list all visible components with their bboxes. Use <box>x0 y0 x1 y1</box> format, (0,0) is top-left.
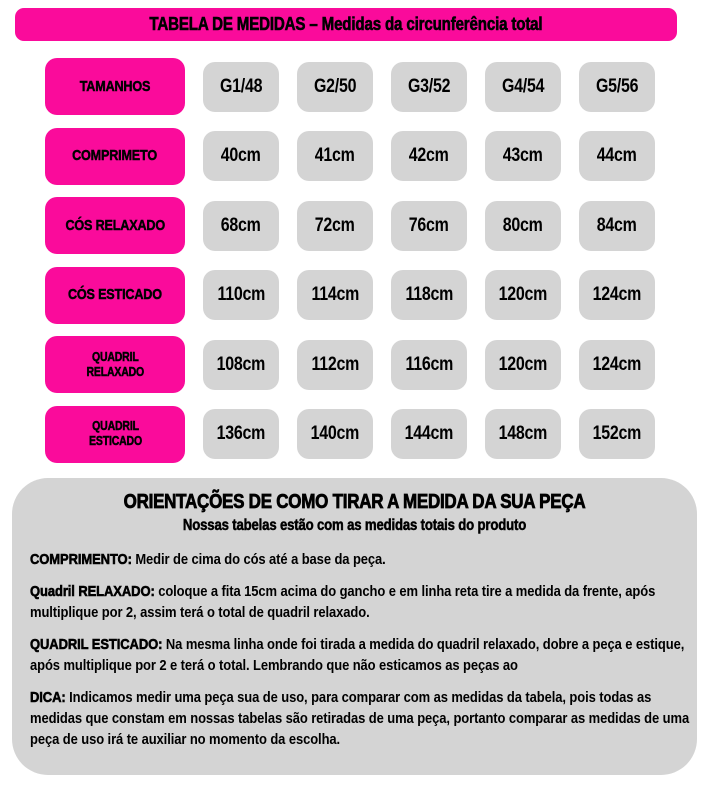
measurement-value: 112cm <box>311 353 359 375</box>
measurement-value: 152cm <box>592 423 642 445</box>
measurement-cell: 72cm <box>297 200 373 251</box>
measurement-cell: 116cm <box>391 339 467 390</box>
measurement-value: G5/56 <box>595 75 639 97</box>
paragraph-lead: COMPRIMENTO: <box>30 551 132 569</box>
paragraph-text: coloque a fita 15cm acima do gancho e em… <box>30 583 656 621</box>
row-label-cell: CÓS RELAXADO <box>45 197 185 255</box>
row-label-cell: COMPRIMETO <box>45 127 185 185</box>
measurement-value: 40cm <box>221 145 261 167</box>
row-label-cell: QUADRIL RELAXADO <box>45 336 185 394</box>
paragraph-lead: Quadril RELAXADO: <box>30 583 155 601</box>
orientation-paragraphs: COMPRIMENTO: Medir de cima do cós até a … <box>30 549 696 750</box>
table-row: QUADRIL RELAXADO 108cm 112cm 116cm 120cm 124c… <box>45 330 660 400</box>
measurement-value: 76cm <box>409 214 449 236</box>
page-title: TABELA DE MEDIDAS – Medidas da circunfer… <box>149 14 543 35</box>
measurement-value: 118cm <box>405 284 453 306</box>
measurement-value: 144cm <box>404 423 454 445</box>
row-label: QUADRIL RELAXADO <box>86 349 144 380</box>
measurement-cell: 76cm <box>391 200 467 251</box>
measurement-value: G2/50 <box>313 75 357 97</box>
measurement-value: 148cm <box>498 423 548 445</box>
measurement-value: 42cm <box>409 145 449 167</box>
measurement-value: 84cm <box>597 214 637 236</box>
table-row: CÓS ESTICADO 110cm 114cm 118cm 120cm 124cm <box>45 261 660 331</box>
row-label: CÓS ESTICADO <box>68 286 162 304</box>
measurement-cell: 43cm <box>485 131 561 182</box>
measurement-value: 43cm <box>503 145 543 167</box>
row-label: COMPRIMETO <box>72 147 158 165</box>
measurement-cell: 40cm <box>203 131 279 182</box>
measurement-cell: 136cm <box>203 409 279 460</box>
table-row: CÓS RELAXADO 68cm 72cm 76cm 80cm 84cm <box>45 191 660 261</box>
row-label-cell: QUADRIL ESTICADO <box>45 405 185 463</box>
measurement-value: G4/54 <box>501 75 545 97</box>
measurement-value: 136cm <box>216 423 266 445</box>
measurement-cell: 124cm <box>579 270 655 321</box>
paragraph-text: Medir de cima do cós até a base da peça. <box>131 551 386 568</box>
measurement-value: 124cm <box>592 284 642 306</box>
measurement-value: 108cm <box>216 353 266 375</box>
measurement-cell: 44cm <box>579 131 655 182</box>
measurement-cell: 152cm <box>579 409 655 460</box>
orientation-subtitle: Nossas tabelas estão com as medidas tota… <box>182 517 527 535</box>
measurement-cell: G4/54 <box>485 61 561 112</box>
measurement-value: 116cm <box>405 353 453 375</box>
measurement-value: 120cm <box>498 284 548 306</box>
table-row: COMPRIMETO 40cm 41cm 42cm 43cm 44cm <box>45 122 660 192</box>
page-title-banner: TABELA DE MEDIDAS – Medidas da circunfer… <box>15 8 677 41</box>
measurement-cell: 108cm <box>203 339 279 390</box>
measurement-cell: 41cm <box>297 131 373 182</box>
measurement-value: 68cm <box>221 214 261 236</box>
measurement-cell: G3/52 <box>391 61 467 112</box>
paragraph-text: Indicamos medir uma peça sua de uso, par… <box>30 689 690 748</box>
measurement-value: 80cm <box>503 214 543 236</box>
row-label-cell: TAMANHOS <box>45 58 185 116</box>
orientation-paragraph: QUADRIL ESTICADO: Na mesma linha onde fo… <box>30 634 696 676</box>
measurement-cell: 120cm <box>485 339 561 390</box>
measurement-value: 44cm <box>597 145 637 167</box>
measurement-value: 110cm <box>217 284 265 306</box>
measurement-value: 41cm <box>315 145 355 167</box>
orientation-paragraph: DICA: Indicamos medir uma peça sua de us… <box>30 687 696 750</box>
row-label-cell: CÓS ESTICADO <box>45 266 185 324</box>
paragraph-lead: QUADRIL ESTICADO: <box>30 636 163 654</box>
row-label: CÓS RELAXADO <box>65 216 165 235</box>
measurement-cell: 124cm <box>579 339 655 390</box>
measurement-table: TAMANHOS G1/48 G2/50 G3/52 G4/54 G5/56 COMPRIM… <box>45 52 660 469</box>
measurement-cell: G5/56 <box>579 61 655 112</box>
paragraph-text: Na mesma linha onde foi tirada a medida … <box>30 636 685 674</box>
measurement-value: 124cm <box>592 353 642 375</box>
measurement-cell: 144cm <box>391 409 467 460</box>
measurement-cell: 148cm <box>485 409 561 460</box>
table-row: TAMANHOS G1/48 G2/50 G3/52 G4/54 G5/56 <box>45 52 660 122</box>
measurement-cell: 112cm <box>297 339 373 390</box>
measurement-value: 120cm <box>498 353 548 375</box>
measurement-value: G1/48 <box>219 75 263 97</box>
measurement-value: 140cm <box>310 423 360 445</box>
measurement-cell: 120cm <box>485 270 561 321</box>
measurement-cell: 84cm <box>579 200 655 251</box>
measurement-value: 72cm <box>315 214 355 236</box>
measurement-cell: 114cm <box>297 270 373 321</box>
measurement-cell: G2/50 <box>297 61 373 112</box>
measurement-value: G3/52 <box>407 75 451 97</box>
orientation-paragraph: Quadril RELAXADO: coloque a fita 15cm ac… <box>30 581 696 623</box>
orientation-paragraph: COMPRIMENTO: Medir de cima do cós até a … <box>30 549 696 570</box>
table-row: QUADRIL ESTICADO 136cm 140cm 144cm 148cm 152c… <box>45 400 660 470</box>
measurement-cell: 68cm <box>203 200 279 251</box>
measurement-cell: 110cm <box>203 270 279 321</box>
row-label: TAMANHOS <box>79 77 151 96</box>
measurement-cell: G1/48 <box>203 61 279 112</box>
row-label: QUADRIL ESTICADO <box>88 419 142 449</box>
measurement-value: 114cm <box>311 284 359 306</box>
paragraph-lead: DICA: <box>30 689 66 707</box>
measurement-cell: 140cm <box>297 409 373 460</box>
measurement-cell: 118cm <box>391 270 467 321</box>
orientation-title: ORIENTAÇÕES DE COMO TIRAR A MEDIDA DA SU… <box>123 491 586 514</box>
measurement-cell: 42cm <box>391 131 467 182</box>
measurement-cell: 80cm <box>485 200 561 251</box>
orientation-panel: ORIENTAÇÕES DE COMO TIRAR A MEDIDA DA SU… <box>12 478 697 775</box>
